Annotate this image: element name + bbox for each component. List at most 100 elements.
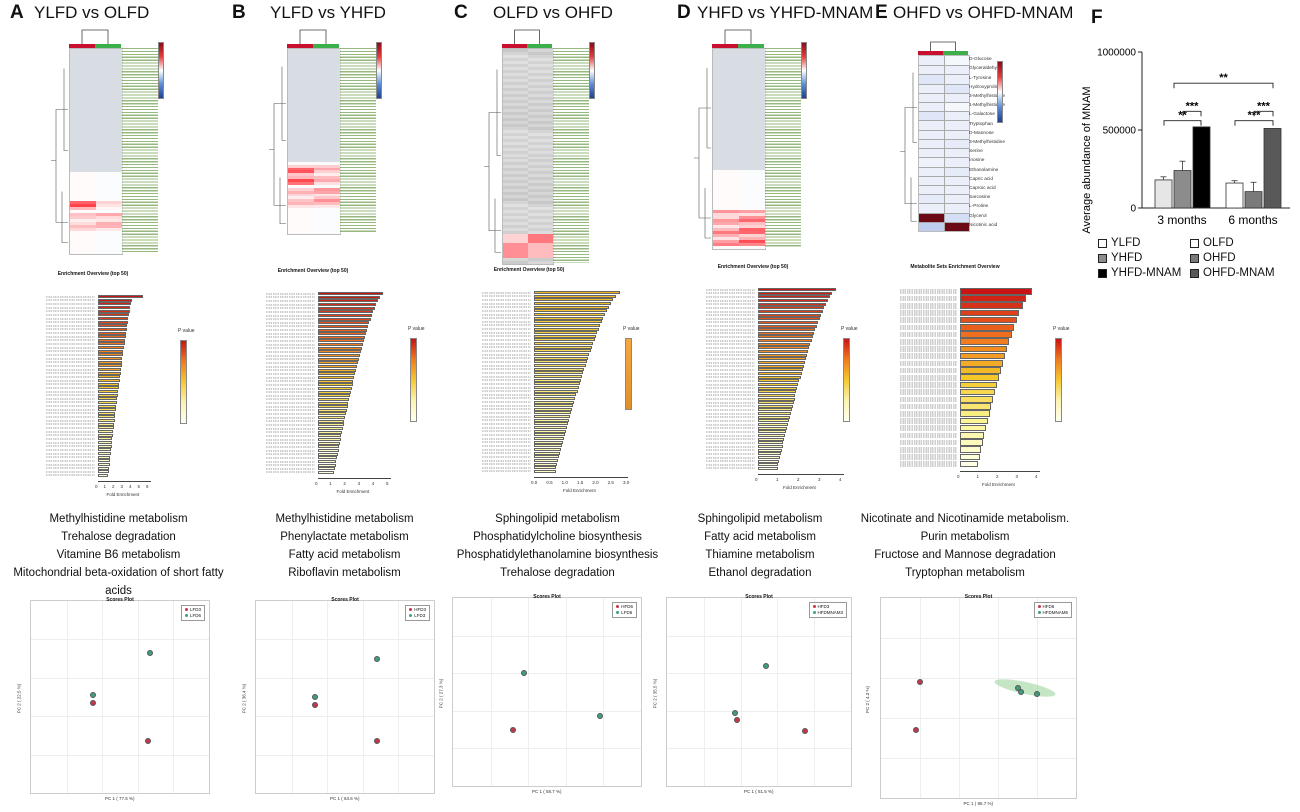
heatmap-cell	[288, 57, 315, 62]
enrichment-bar	[318, 419, 345, 423]
heatmap-cell	[70, 84, 97, 88]
enrichment-bar-label	[46, 313, 95, 316]
enrichment-bar	[758, 415, 790, 419]
enrichment-bar	[758, 342, 811, 346]
enrichment-bar-label	[46, 474, 95, 477]
heatmap-cell	[919, 184, 945, 195]
scores-legend-item: HFD3	[409, 607, 426, 613]
heatmap-cell	[739, 94, 765, 98]
heatmap-cell	[314, 196, 340, 200]
enrichment-bar-label	[266, 354, 315, 357]
enrichment-bar	[758, 357, 806, 361]
heatmap-cell	[503, 96, 529, 101]
enrichment-bar-label	[46, 386, 95, 389]
enrichment-bar-label	[482, 452, 531, 455]
enrichment-bar-label	[266, 460, 315, 463]
enrichment-bar-label	[482, 448, 531, 451]
gridline	[528, 598, 529, 786]
enrichment-bar	[98, 378, 120, 382]
enrichment-bar	[534, 389, 578, 393]
heatmap-cell	[288, 132, 315, 137]
gridline	[453, 673, 641, 674]
enrichment-bar	[318, 438, 341, 442]
heatmap-cell	[713, 164, 740, 168]
enrichment-bar	[534, 371, 584, 375]
score-point	[311, 694, 318, 700]
enrichment-bar	[318, 361, 358, 365]
heatmap-cell	[503, 231, 529, 235]
column-dendrogram	[930, 41, 956, 51]
group-annotation-bar	[918, 51, 968, 55]
heatmap-cell	[288, 141, 315, 145]
x-tick-label: 0	[755, 476, 758, 482]
heatmap-cell	[944, 194, 969, 204]
enrichment-bar-label	[46, 339, 95, 342]
enrichment-bar-label	[46, 405, 95, 408]
enrichment-bar	[534, 353, 590, 357]
gridline	[453, 710, 641, 712]
heatmap-cell	[288, 193, 315, 197]
enrichment-bar	[534, 294, 616, 298]
enrichment-bar	[318, 401, 349, 405]
enrichment-bar-label	[266, 438, 315, 441]
heatmap-cell	[528, 213, 553, 217]
enrichment-bar	[758, 463, 779, 467]
heatmap-cell	[70, 69, 97, 73]
heatmap-cell	[288, 167, 315, 171]
enrichment-bar-label	[482, 419, 531, 422]
enrichment-bar	[534, 320, 602, 324]
heatmap-cell	[288, 228, 315, 232]
heatmap-cell	[739, 152, 765, 156]
heatmap-cell	[70, 192, 97, 196]
heatmap-cell	[96, 189, 122, 193]
x-tick-label: 2	[112, 483, 115, 489]
heatmap-cell	[528, 234, 553, 238]
legend-label: HFD6	[1042, 604, 1055, 609]
heatmap-cell	[70, 169, 97, 173]
heatmap	[918, 55, 970, 232]
heatmap-cell	[739, 130, 765, 135]
enrichment-bar	[318, 467, 335, 471]
heatmap-cell	[70, 221, 97, 226]
heatmap-row-label: Sarcosine	[969, 195, 991, 201]
heatmap-cell	[528, 174, 553, 178]
heatmap-cell	[314, 158, 340, 163]
heatmap-cell	[288, 103, 315, 108]
heatmap-cell	[944, 74, 969, 85]
heatmap-cell	[314, 216, 340, 221]
heatmap-cell	[503, 156, 529, 160]
score-point	[913, 727, 920, 733]
gridline	[703, 598, 705, 786]
heatmap-cell	[314, 184, 340, 189]
score-point	[521, 670, 528, 677]
enrichment-bar	[318, 299, 378, 303]
heatmap-row-label: Serine	[969, 149, 983, 155]
heatmap-cell	[503, 183, 529, 187]
bar-ohfd	[1244, 191, 1263, 209]
enrichment-bar-label	[706, 452, 755, 455]
heatmap-cell	[70, 98, 97, 103]
enrichment-bar	[960, 388, 995, 396]
bar-ylfd	[1154, 179, 1173, 209]
enrichment-bar-label	[482, 353, 531, 356]
enrichment-bar	[98, 298, 132, 302]
heatmap-cell	[314, 181, 340, 186]
heatmap-cell	[713, 158, 740, 162]
x-tick-label: 6	[146, 483, 149, 489]
enrichment-bar	[98, 400, 117, 404]
heatmap-cell	[739, 239, 765, 244]
heatmap-cell	[503, 147, 529, 152]
heatmap-cell	[713, 130, 740, 135]
heatmap-cell	[288, 49, 315, 53]
heatmap-cell	[96, 180, 122, 185]
enrichment-bar-label	[706, 347, 755, 350]
heatmap-cell	[70, 133, 97, 138]
heatmap-cell	[528, 49, 553, 53]
enrichment-bar-label	[706, 376, 755, 379]
enrichment-bar	[960, 432, 985, 439]
heatmap-cell	[944, 184, 969, 195]
heatmap-cell	[713, 94, 740, 98]
heatmap-cell	[96, 104, 122, 109]
legend-label: HFD3	[414, 607, 426, 612]
heatmap-cell	[314, 135, 340, 140]
